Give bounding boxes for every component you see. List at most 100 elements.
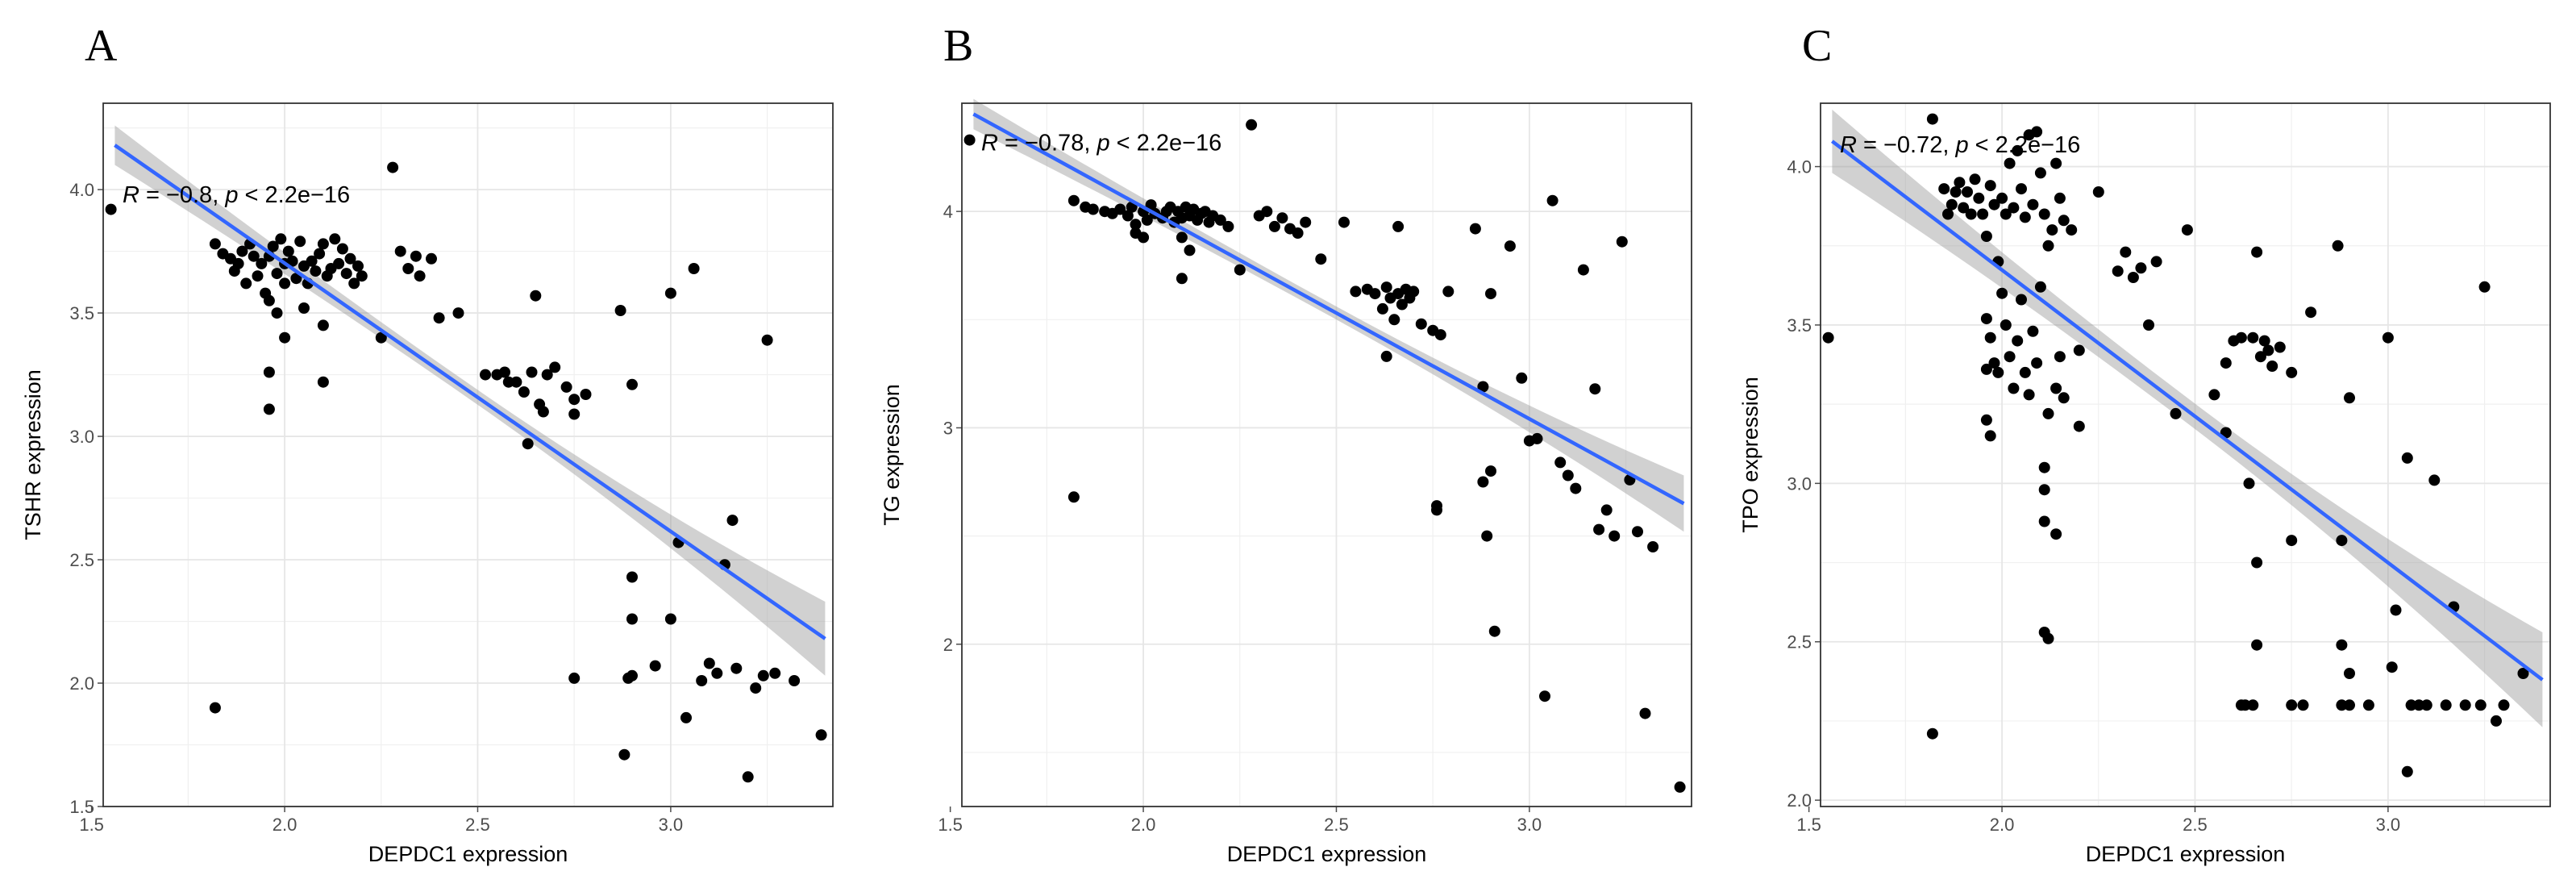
data-point [2336,699,2348,711]
data-point [1408,286,1420,298]
data-point [664,287,676,299]
data-point [2243,477,2255,490]
data-point [1434,329,1446,341]
data-point [410,250,422,262]
y-axis-label: TPO expression [1738,377,1762,533]
data-point [333,257,345,269]
y-tick-label: 2.5 [1787,632,1812,652]
data-point [1380,281,1392,294]
data-point [2120,246,2132,258]
data-point [1315,253,1327,265]
data-point [2016,183,2027,195]
data-point [2054,192,2066,204]
data-point [1996,287,2008,299]
data-point [2054,351,2066,363]
data-point [1647,541,1659,552]
data-point [2405,699,2417,711]
data-point [2050,528,2062,540]
data-point [1261,206,1273,218]
data-point [356,270,368,282]
data-point [703,657,715,669]
data-point [2143,319,2154,331]
data-point [742,771,754,783]
data-point [2150,256,2162,268]
data-point [2004,351,2016,363]
data-point [1984,331,1996,344]
data-point [263,294,275,306]
data-point [2262,344,2274,356]
data-point [1822,331,1834,344]
data-point [1577,264,1589,276]
data-point [2008,382,2020,394]
annotation-p-val: < 2.2e−16 [1110,130,1222,156]
data-point [1222,220,1234,232]
data-point [618,748,630,761]
data-point [1114,203,1126,215]
data-point [580,389,592,400]
data-point [306,255,318,267]
data-point [2401,452,2413,464]
data-point [1980,363,1992,375]
data-point [2181,224,2193,236]
data-point [352,260,364,272]
panel-label: A [85,21,118,71]
data-point [1958,202,1970,214]
data-point [2344,392,2355,404]
data-point [2420,699,2432,711]
data-point [271,307,283,319]
data-point [2474,699,2487,711]
y-tick-label: 3.0 [69,427,94,447]
data-point [317,319,329,331]
data-point [1442,286,1454,298]
data-point [317,376,329,388]
data-point [2073,344,2085,356]
y-tick-label: 2.5 [69,550,94,570]
data-point [1087,203,1099,215]
data-point [294,236,306,248]
data-point [256,257,268,269]
x-axis-label: DEPDC1 expression [368,842,568,866]
data-point [549,361,561,373]
data-point [2016,294,2027,306]
data-point [1067,194,1080,206]
data-point [2498,699,2510,711]
panel-a: A 1.5 2.0 2.5 3.0 1.5 2.0 2.5 3.0 3.5 4.0 R = −0.8,… [0,0,859,892]
data-point [2254,351,2266,363]
x-axis-label: DEPDC1 expression [1227,842,1427,866]
y-tick-label: 2 [943,635,953,655]
data-point [1973,192,1985,204]
data-point [1977,208,1989,220]
data-point [568,672,581,684]
data-point [2286,699,2298,711]
y-tick-label: 3.0 [1787,473,1812,494]
data-point [2401,765,2413,777]
y-tick-label: 2.0 [69,673,94,694]
data-point [2135,262,2147,274]
data-point [2042,240,2054,252]
data-point [626,613,638,625]
y-axis-label: TSHR expression [21,369,45,540]
data-point [2440,699,2452,711]
data-point [1477,476,1489,488]
data-point [414,270,426,282]
data-point [1984,430,1996,442]
data-point [1992,366,2004,378]
data-point [502,376,514,388]
data-point [1942,208,1954,220]
data-point [1554,456,1567,469]
data-point [2247,331,2259,344]
data-point [750,682,762,694]
data-point [394,245,406,257]
data-point [1954,177,1966,189]
data-point [2000,208,2012,220]
panel-c: C 1.5 2.0 2.5 3.0 2.0 2.5 3.0 3.5 4.0 R = −0.72, p… [1717,0,2576,892]
data-point [1504,240,1516,252]
data-point [1926,727,1938,740]
data-point [626,571,638,583]
y-tick-label: 3 [943,418,953,438]
data-point [375,331,387,344]
data-point [2031,126,2043,138]
data-point [2066,224,2078,236]
data-point [1589,383,1601,395]
data-point [1600,504,1613,516]
